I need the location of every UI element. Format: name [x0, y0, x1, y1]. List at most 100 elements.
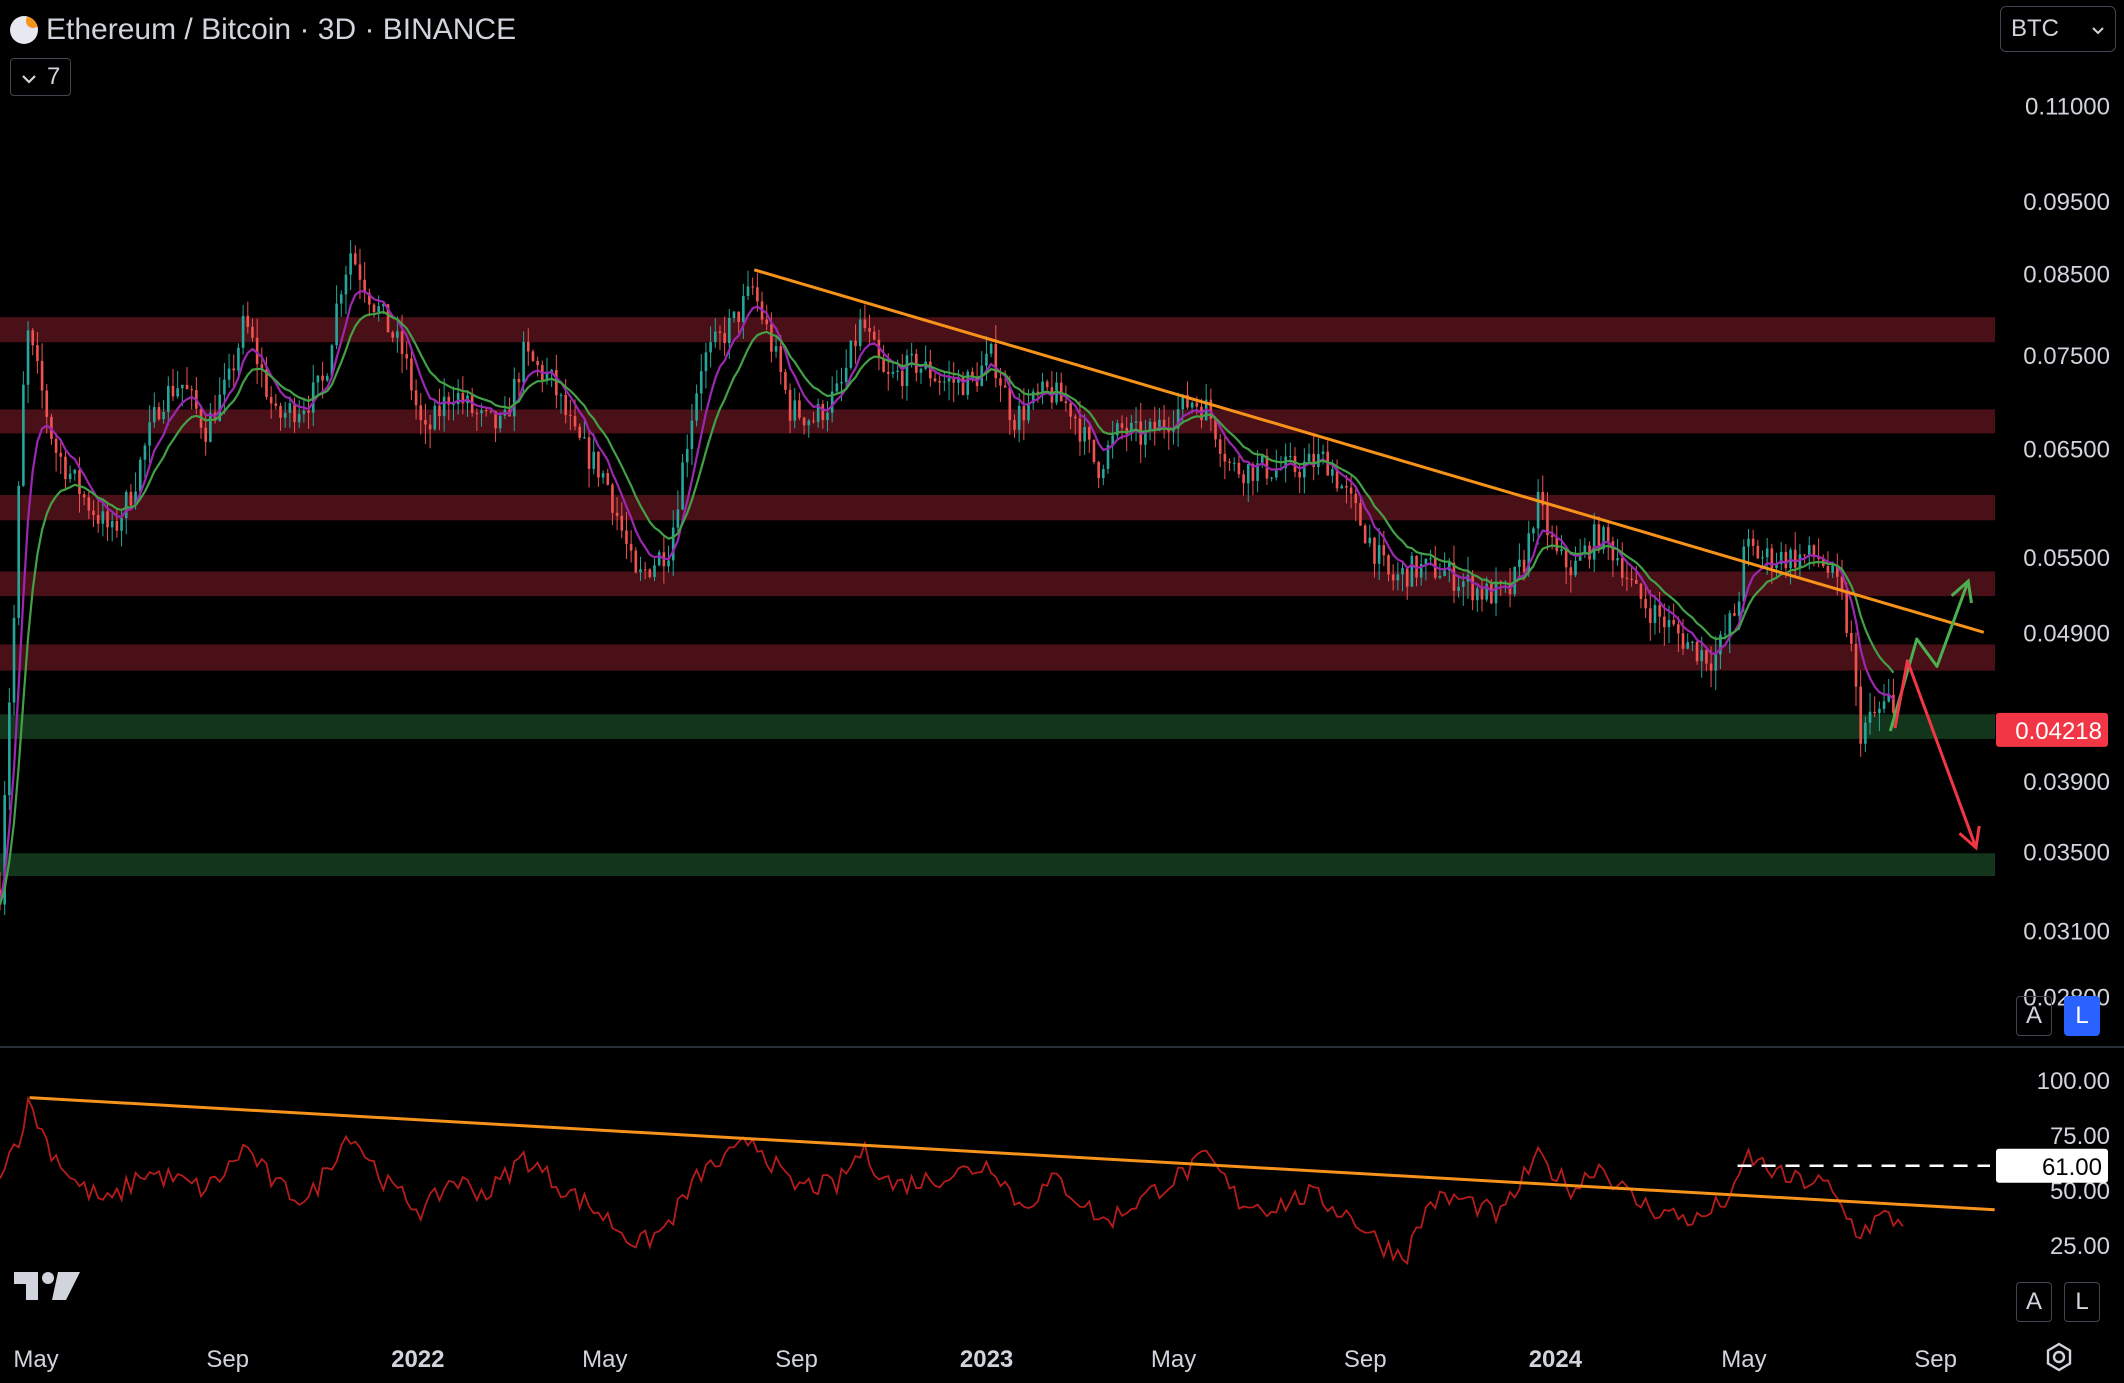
price-axis[interactable]: 0.11000 0.09500 0.08500 0.07500 0.06500 0.055…: [1996, 94, 2110, 1012]
candle-body: [1190, 402, 1194, 408]
candle-body: [1742, 546, 1746, 602]
candle-body: [269, 396, 273, 404]
rsi-log-scale-button[interactable]: L: [2064, 1282, 2100, 1322]
candle-body: [438, 405, 441, 417]
candle-body: [424, 420, 427, 425]
candle-body: [872, 331, 876, 340]
candle-body: [835, 383, 839, 392]
candle-body: [386, 304, 390, 333]
candle-body: [1017, 406, 1021, 430]
candle-body: [148, 422, 151, 446]
price-tick-label: 0.04900: [2023, 620, 2110, 647]
candle-body: [101, 511, 105, 524]
candle-body: [1340, 485, 1344, 489]
time-axis[interactable]: May Sep 2022 May Sep 2023 May Sep 2024 May Sep: [13, 1346, 1957, 1373]
candle-body: [961, 377, 965, 395]
candle-body: [900, 370, 904, 386]
candle-body: [354, 253, 357, 265]
candle-body: [756, 287, 759, 302]
candle-body: [601, 473, 605, 478]
candle-body: [414, 390, 418, 406]
candle-body: [59, 452, 63, 457]
time-tick-label: 2022: [391, 1346, 444, 1373]
candle-body: [854, 340, 857, 347]
candle-body: [1779, 551, 1783, 565]
candle-body: [681, 462, 684, 510]
candle-body: [1214, 418, 1217, 440]
auto-scale-button[interactable]: A: [2016, 996, 2052, 1036]
indicators-toggle-button[interactable]: 7: [10, 58, 72, 96]
log-scale-button[interactable]: L: [2064, 996, 2100, 1036]
candle-body: [1649, 608, 1652, 623]
candle-body: [690, 420, 694, 450]
candle-body: [737, 311, 740, 323]
candle-body: [611, 484, 614, 513]
candle-body: [765, 319, 769, 325]
candle-body: [297, 414, 301, 423]
candle-body: [826, 412, 829, 421]
candle-body: [989, 343, 993, 354]
candle-body: [1349, 487, 1353, 494]
candle-body: [1803, 554, 1806, 556]
candle-body: [1476, 588, 1479, 601]
candle-body: [36, 345, 39, 361]
candle-body: [793, 400, 797, 421]
price-tick-label: 0.08500: [2023, 262, 2110, 289]
candle-body: [1382, 545, 1386, 556]
candle-body: [999, 378, 1002, 386]
candle-body: [1419, 563, 1423, 578]
candle-body: [1490, 583, 1493, 604]
price-tick-label: 0.03100: [2023, 918, 2110, 945]
candle-body: [1120, 423, 1124, 428]
price-tick-label: 0.11000: [2025, 94, 2110, 121]
candle-body: [985, 353, 988, 366]
candle-body: [1144, 430, 1147, 445]
candle-body: [1069, 403, 1072, 417]
candle-body: [12, 617, 16, 703]
candle-body: [844, 367, 848, 382]
candle-body: [1527, 533, 1531, 572]
time-tick-label: May: [1151, 1346, 1196, 1373]
candle-body: [1574, 560, 1577, 576]
candle-body: [606, 473, 610, 485]
candle-body: [938, 381, 941, 383]
candle-body: [1592, 524, 1596, 560]
support-zone-1: [0, 853, 1995, 877]
bearish-projection-arrow: [1893, 659, 1978, 849]
time-tick-label: Sep: [206, 1346, 249, 1373]
candle-body: [1663, 616, 1666, 628]
candle-body: [1639, 583, 1643, 599]
candle-body: [372, 304, 376, 313]
candle-body: [176, 388, 179, 397]
candle-body: [1116, 423, 1119, 436]
candle-body: [1256, 463, 1259, 481]
candle-body: [1209, 399, 1213, 419]
candle-body: [1130, 422, 1133, 434]
candle-body: [1354, 493, 1358, 504]
price-tick-label: 0.03900: [2023, 769, 2110, 796]
candle-body: [1438, 575, 1442, 578]
symbol-header[interactable]: Ethereum / Bitcoin · 3D · BINANCE: [10, 10, 516, 50]
candle-body: [578, 426, 582, 438]
candle-body: [1289, 455, 1292, 457]
candle-body: [1859, 686, 1862, 744]
candle-body: [629, 543, 633, 551]
candle-body: [1125, 427, 1128, 434]
tradingview-logo-icon[interactable]: [12, 1270, 82, 1302]
candle-body: [1073, 416, 1077, 419]
candle-body: [1083, 427, 1086, 442]
currency-select[interactable]: BTC: [2000, 6, 2116, 52]
candle-body: [8, 702, 11, 796]
candle-body: [1597, 524, 1601, 550]
candle-body: [377, 306, 380, 313]
rsi-trendline: [29, 1096, 1995, 1212]
settings-gear-icon[interactable]: [2044, 1342, 2074, 1372]
candle-body: [87, 497, 91, 511]
candle-body: [971, 371, 974, 377]
candle-body: [1765, 548, 1769, 558]
candle-body: [1321, 451, 1325, 455]
candle-body: [1751, 538, 1755, 546]
rsi-auto-scale-button[interactable]: A: [2016, 1282, 2052, 1322]
